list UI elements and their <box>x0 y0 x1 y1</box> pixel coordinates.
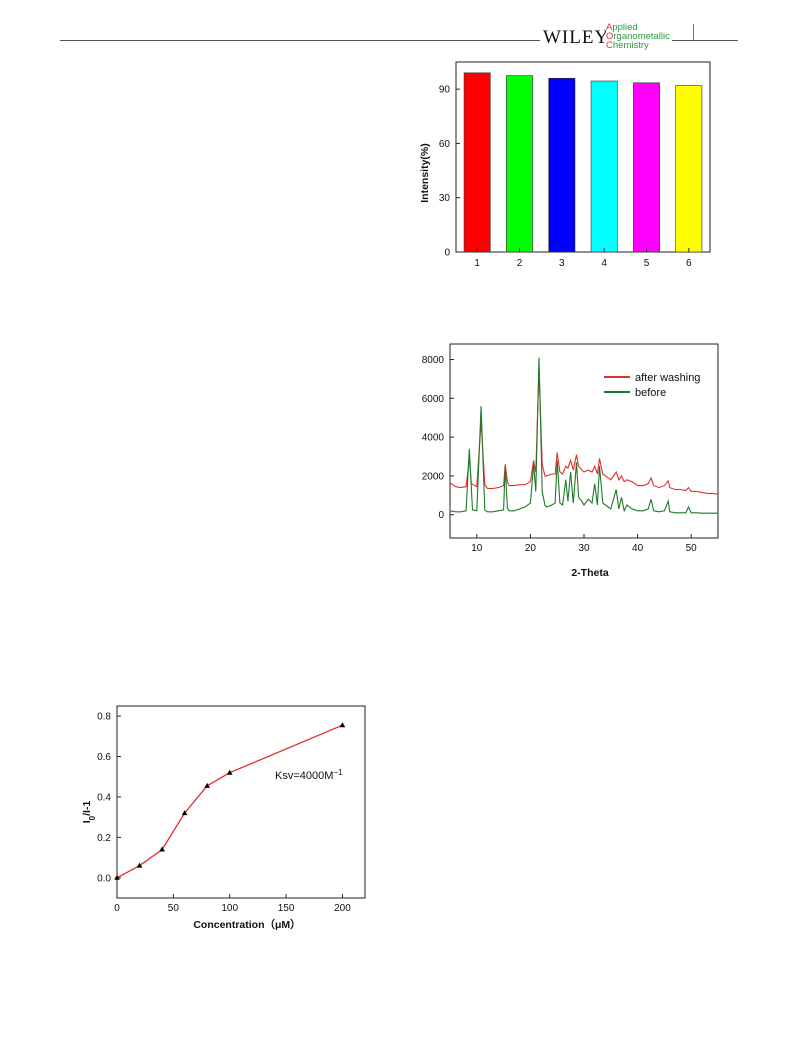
bar-3 <box>548 77 576 253</box>
xrd-y-tick-label: 6000 <box>422 394 445 405</box>
xrd-x-tick-label: 40 <box>632 543 644 554</box>
sv-point <box>181 810 188 816</box>
bar-x-tick-label: 4 <box>601 258 607 269</box>
xrd-x-axis-title: 2-Theta <box>571 567 609 579</box>
sv-point <box>114 874 120 880</box>
sv-y-tick-label: 0.6 <box>97 752 111 763</box>
xrd-y-tick-label: 0 <box>438 510 444 521</box>
sv-point <box>226 769 233 775</box>
sv-y-tick-label: 0.4 <box>97 792 111 803</box>
bar-4 <box>590 80 618 253</box>
journal-line-1: Applied <box>606 22 638 33</box>
sv-x-tick-label: 0 <box>114 903 120 914</box>
bar-chart: Intensity(%) 0 30 60 90 1 2 3 4 5 6 <box>419 61 711 269</box>
bar-1 <box>463 72 491 253</box>
sv-y-tick-label: 0.2 <box>97 833 111 844</box>
stern-volmer-chart: Concentration（μM） I0/I-1 Ksv=4000M−1 0.0… <box>81 705 366 931</box>
sv-point <box>204 782 210 788</box>
journal-line-3: Chemistry <box>606 40 649 51</box>
sv-y-tick-label: 0.0 <box>97 873 111 884</box>
bar-5 <box>633 82 660 253</box>
ksv-annotation: Ksv=4000M−1 <box>275 768 343 783</box>
bar-x-tick-label: 6 <box>686 258 692 269</box>
bar-y-tick-label: 90 <box>439 85 451 96</box>
sv-point <box>159 846 165 852</box>
sv-point <box>136 862 143 868</box>
bar-x-tick-label: 2 <box>517 258 523 269</box>
legend-label-before: before <box>635 387 666 399</box>
page-marker-line <box>693 24 694 40</box>
xrd-x-tick-label: 10 <box>471 543 483 554</box>
bar-2 <box>506 75 533 253</box>
sv-x-tick-label: 50 <box>168 903 180 914</box>
header-rule <box>60 40 738 41</box>
bar-y-tick-label: 30 <box>439 193 451 204</box>
xrd-y-tick-label: 4000 <box>422 433 445 444</box>
xrd-series-after-washing <box>449 367 719 495</box>
sv-fit-line <box>116 724 343 879</box>
plot-frame <box>116 705 366 899</box>
xrd-chart: 2-Theta 0 2000 4000 6000 8000 10 20 30 40 50 afte… <box>422 343 719 579</box>
xrd-y-tick-label: 2000 <box>422 471 445 482</box>
bar-6 <box>675 85 703 253</box>
xrd-series-before <box>449 357 718 514</box>
bar-x-tick-label: 1 <box>474 258 480 269</box>
sv-x-tick-label: 100 <box>221 903 238 914</box>
sv-x-tick-label: 150 <box>278 903 295 914</box>
sv-y-axis-title: I0/I-1 <box>81 801 97 824</box>
xrd-x-tick-label: 20 <box>525 543 537 554</box>
bar-x-tick-label: 5 <box>644 258 650 269</box>
journal-line-2: Organometallic <box>606 31 670 42</box>
sv-y-tick-label: 0.8 <box>97 712 111 723</box>
sv-x-tick-label: 200 <box>334 903 351 914</box>
xrd-y-tick-label: 8000 <box>422 355 445 366</box>
legend-label-after: after washing <box>635 372 700 384</box>
bar-y-tick-label: 60 <box>439 139 451 150</box>
xrd-x-tick-label: 30 <box>578 543 590 554</box>
bar-y-axis-title: Intensity(%) <box>419 143 431 203</box>
bar-y-tick-label: 0 <box>444 248 450 259</box>
sv-x-axis-title: Concentration（μM） <box>193 918 300 931</box>
publisher-logo: WILEY <box>540 27 613 49</box>
plot-frame <box>455 61 711 253</box>
sv-point <box>339 722 346 728</box>
journal-name: Applied Organometallic Chemistry <box>606 23 672 50</box>
xrd-x-tick-label: 50 <box>686 543 698 554</box>
bar-x-tick-label: 3 <box>559 258 565 269</box>
